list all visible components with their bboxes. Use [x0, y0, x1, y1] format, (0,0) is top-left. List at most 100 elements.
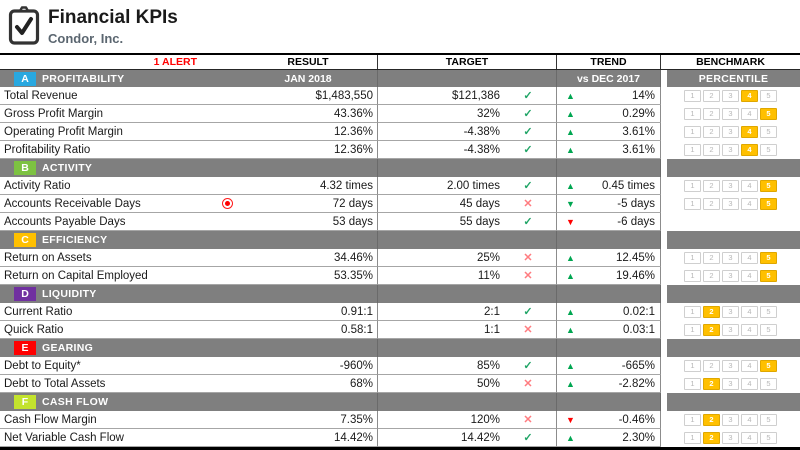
- kpi-target-cell: 85% ✓: [378, 357, 557, 375]
- kpi-result: 72 days: [332, 197, 373, 210]
- section-header-cash-flow: F CASH FLOW: [0, 393, 800, 411]
- kpi-row: Debt to Equity* -960% 85% ✓ ▲ -665% 1 2 3 4 5: [0, 357, 800, 375]
- table-bottom-border: [0, 447, 800, 450]
- section-label-cell: A PROFITABILITY JAN 2018: [0, 70, 378, 87]
- section-header-profitability: A PROFITABILITY JAN 2018 vs DEC 2017 PERCENT…: [0, 69, 800, 87]
- percentile-box: 4: [741, 414, 758, 426]
- percentile-box: 4: [741, 432, 758, 444]
- section-target-cell: [378, 339, 557, 357]
- check-icon: ✓: [523, 306, 533, 318]
- percentile-box: 3: [722, 360, 739, 372]
- target-value: 1:1: [484, 323, 500, 336]
- kpi-result: 0.58:1: [341, 323, 373, 336]
- section-label-cell: E GEARING: [0, 339, 378, 357]
- percentile-box-active: 5: [760, 252, 777, 264]
- target-value: 45 days: [459, 197, 500, 210]
- percentile-box: 2: [703, 198, 720, 210]
- triangle-up-icon: ▲: [566, 126, 575, 137]
- kpi-trend-cell: ▼ -6 days: [557, 213, 661, 231]
- kpi-label: Cash Flow Margin: [4, 413, 97, 426]
- kpi-label: Profitability Ratio: [4, 143, 91, 156]
- kpi-target-cell: 120% ✕: [378, 411, 557, 429]
- percentile-box: 2: [703, 90, 720, 102]
- section-target-cell: [378, 231, 557, 249]
- triangle-up-icon: ▲: [566, 180, 575, 191]
- section-benchmark-cell: [661, 159, 800, 177]
- percentile-box: 3: [722, 306, 739, 318]
- kpi-label-result-cell: Gross Profit Margin 43.36%: [0, 105, 378, 123]
- percentile-box: 3: [722, 414, 739, 426]
- percentile-box: 4: [741, 270, 758, 282]
- section-trend-cell: [557, 339, 661, 357]
- kpi-row: Return on Capital Employed 53.35% 11% ✕ ▲ 19.…: [0, 267, 800, 285]
- trend-value: 19.46%: [615, 269, 655, 282]
- clipboard-check-icon: [8, 6, 40, 45]
- trend-value: 14%: [631, 89, 655, 102]
- kpi-target-cell: 25% ✕: [378, 249, 557, 267]
- kpi-label: Quick Ratio: [4, 323, 64, 336]
- kpi-row: Cash Flow Margin 7.35% 120% ✕ ▼ -0.46% 1 2 3 4 5: [0, 411, 800, 429]
- kpi-target-cell: 32% ✓: [378, 105, 557, 123]
- kpi-label: Debt to Equity*: [4, 359, 81, 372]
- cross-icon: ✕: [523, 198, 533, 210]
- kpi-trend-cell: ▼ -5 days: [557, 195, 661, 213]
- trend-value: -6 days: [617, 215, 655, 228]
- kpi-result: 12.36%: [333, 143, 373, 156]
- kpi-result: 53.35%: [333, 269, 373, 282]
- kpi-result: -960%: [339, 359, 373, 372]
- percentile-box: 1: [684, 252, 701, 264]
- percentile-box: 3: [722, 252, 739, 264]
- percentile-box: 4: [741, 198, 758, 210]
- target-value: 120%: [470, 413, 500, 426]
- target-value: 32%: [476, 107, 500, 120]
- kpi-trend-cell: ▼ -0.46%: [557, 411, 661, 429]
- kpi-trend-cell: ▲ 3.61%: [557, 141, 661, 159]
- percentile-box: 4: [741, 378, 758, 390]
- percentile-box: 3: [722, 324, 739, 336]
- cross-icon: ✕: [523, 414, 533, 426]
- section-header-efficiency: C EFFICIENCY: [0, 231, 800, 249]
- percentile-box: 1: [684, 108, 701, 120]
- kpi-result: 0.91:1: [341, 305, 373, 318]
- percentile-box: 4: [741, 180, 758, 192]
- percentile-box: 1: [684, 432, 701, 444]
- percentile-box: 1: [684, 90, 701, 102]
- triangle-up-icon: ▲: [566, 90, 575, 101]
- triangle-up-icon: ▲: [566, 378, 575, 389]
- percentile-box: 1: [684, 360, 701, 372]
- alert-dot-icon: [222, 198, 233, 209]
- check-icon: ✓: [523, 360, 533, 372]
- percentile-box: 2: [703, 144, 720, 156]
- percentile-box: 3: [722, 108, 739, 120]
- kpi-label-result-cell: Return on Assets 34.46%: [0, 249, 378, 267]
- check-icon: ✓: [523, 126, 533, 138]
- percentile-box: 3: [722, 126, 739, 138]
- percentile-box-active: 2: [703, 414, 720, 426]
- kpi-target-cell: 55 days ✓: [378, 213, 557, 231]
- percentile-box-active: 5: [760, 180, 777, 192]
- kpi-label: Debt to Total Assets: [4, 377, 106, 390]
- target-value: 2.00 times: [446, 179, 500, 192]
- section-trend-cell: vs DEC 2017: [557, 70, 661, 87]
- kpi-row: Gross Profit Margin 43.36% 32% ✓ ▲ 0.29% 1 2 3 4 5: [0, 105, 800, 123]
- kpi-result: $1,483,550: [315, 89, 373, 102]
- percentile-box: 3: [722, 198, 739, 210]
- percentile-box-active: 2: [703, 306, 720, 318]
- percentile-box: 5: [760, 324, 777, 336]
- target-value: -4.38%: [463, 143, 500, 156]
- kpi-target-cell: 1:1 ✕: [378, 321, 557, 339]
- kpi-trend-cell: ▲ 0.03:1: [557, 321, 661, 339]
- kpi-trend-cell: ▲ 12.45%: [557, 249, 661, 267]
- section-trend-cell: [557, 231, 661, 249]
- section-letter-badge: C: [14, 233, 36, 247]
- percentile-box: 4: [741, 306, 758, 318]
- column-header-target: TARGET: [378, 55, 557, 69]
- alert-count-label: 1 ALERT: [153, 55, 197, 68]
- section-title: PROFITABILITY: [42, 72, 125, 85]
